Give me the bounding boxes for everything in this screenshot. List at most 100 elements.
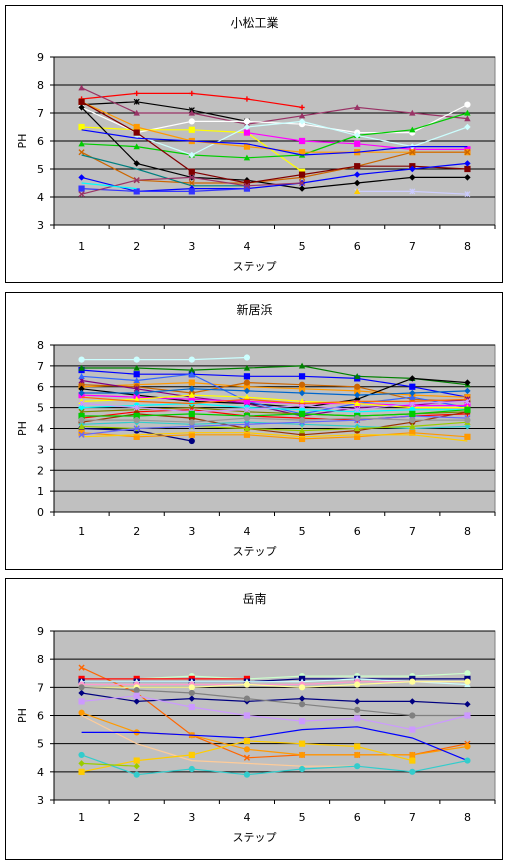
data-point [354,414,361,422]
data-point [353,188,361,194]
data-point [298,427,306,434]
series-21 [78,398,471,415]
x-tick-label: 5 [299,240,306,253]
data-point [354,383,361,390]
data-point [298,112,306,119]
data-point [133,129,140,136]
data-point [409,389,416,397]
data-point [78,664,85,671]
series-19 [81,432,468,442]
data-point [243,393,251,400]
series-17 [78,174,306,198]
data-point [133,123,140,131]
x-tick-label: 5 [299,811,306,824]
data-point [298,171,306,178]
y-tick-label: 3 [37,794,44,807]
x-tick-label: 4 [243,811,250,824]
x-tick-label: 7 [409,811,416,824]
data-point [298,381,306,388]
data-point [188,391,196,398]
data-point [409,712,416,719]
data-point [78,389,85,397]
data-point [133,371,140,378]
data-point [409,393,416,400]
data-point [243,364,251,371]
data-point [243,695,251,702]
series-line [81,394,468,407]
y-tick-label: 4 [37,766,44,779]
data-point [298,398,306,404]
x-axis-label: ステップ [233,831,277,844]
data-point [298,718,306,725]
series-20 [81,182,137,190]
data-point [188,174,195,181]
data-point [464,678,471,685]
series-line [81,377,468,409]
data-point [134,90,140,96]
data-point [353,171,361,178]
y-tick-label: 7 [37,107,44,120]
data-point [188,168,195,175]
data-point [354,406,361,413]
series-line [81,415,468,436]
data-point [409,165,416,173]
data-point [354,140,361,147]
data-point [243,354,251,361]
series-line [81,686,468,717]
data-point [298,185,306,192]
data-point [78,417,85,424]
data-point [78,185,85,192]
y-tick-label: 3 [37,443,44,456]
x-tick-label: 6 [354,525,361,538]
series-line [81,381,468,402]
series-1 [78,354,251,363]
series-line [81,417,468,423]
data-point [78,689,85,697]
y-tick-label: 9 [37,625,44,638]
data-point [133,757,140,764]
data-point [353,396,361,403]
x-tick-label: 2 [133,811,140,824]
series-19 [353,188,361,194]
data-point [298,740,306,747]
data-point [353,373,361,379]
data-point [133,364,140,371]
data-point [78,191,85,198]
x-tick-label: 2 [133,240,140,253]
data-point [464,165,471,173]
series-13 [81,129,468,156]
x-tick-label: 6 [354,240,361,253]
data-point [133,188,140,195]
series-15 [78,751,471,778]
data-point [188,371,196,377]
series-line [81,381,468,398]
data-point [133,177,140,184]
series-22 [78,406,471,420]
data-point [188,751,195,759]
data-point [243,406,250,413]
series-24 [78,385,471,399]
data-point [188,385,196,393]
series-line [81,432,468,440]
x-tick-label: 8 [464,240,471,253]
chart-title: 新居浜 [236,302,272,317]
data-point [464,379,471,386]
series-line [81,714,358,767]
y-tick-label: 4 [37,423,44,436]
series-line [81,112,468,159]
data-point [133,771,140,778]
data-point [464,417,471,424]
data-point [464,149,471,156]
data-point [354,715,361,722]
series-line [81,182,137,190]
series-line [81,365,468,386]
data-point [244,96,250,102]
data-point [133,109,140,116]
data-point [78,123,85,131]
series-line [81,394,468,409]
chart-panel-niihama: 新居浜 0 1 2 3 4 5 6 7 8 1 2 3 4 5 6 7 8 ステップ PH [5,292,503,570]
series-12 [81,714,358,767]
data-point [464,174,471,181]
series-line [81,692,468,705]
data-point [188,437,195,445]
